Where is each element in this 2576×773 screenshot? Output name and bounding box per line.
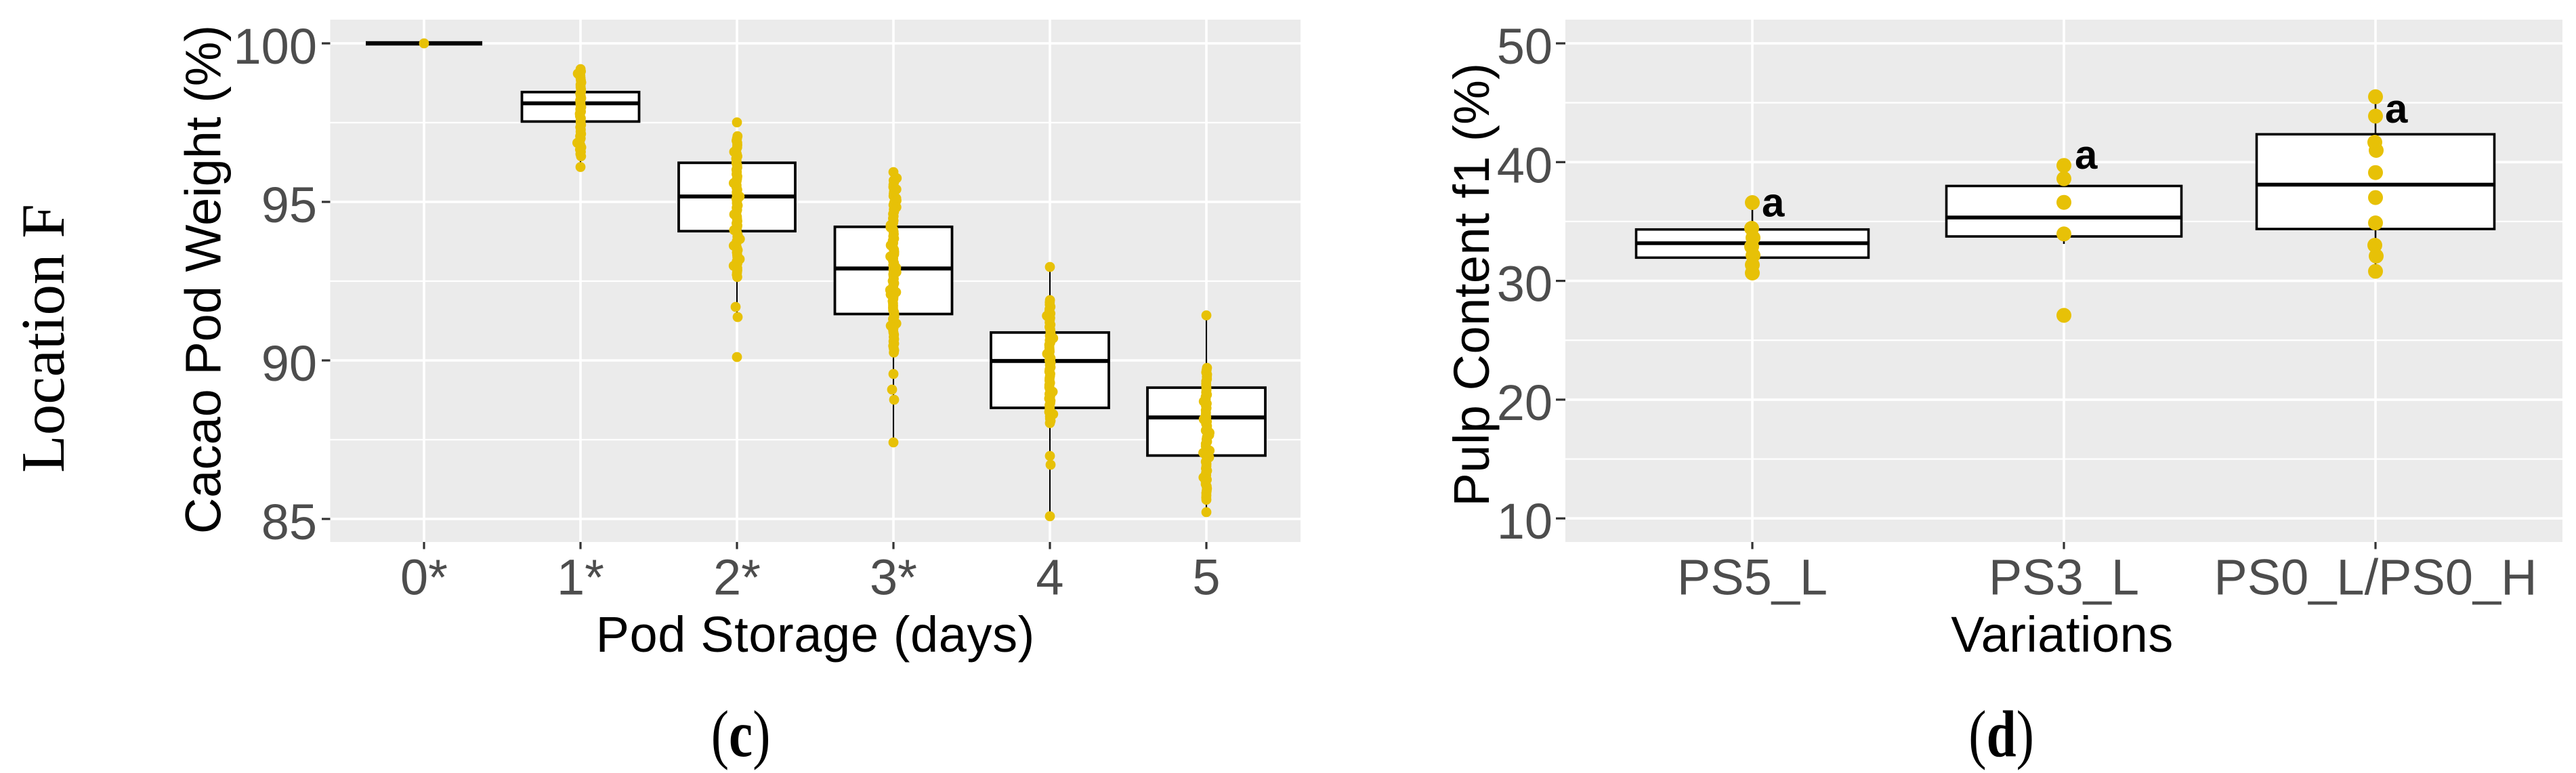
svg-text:Cacao Pod Weight (%): Cacao Pod Weight (%) bbox=[175, 25, 231, 534]
svg-text:85: 85 bbox=[261, 494, 317, 550]
svg-text:90: 90 bbox=[261, 335, 317, 392]
svg-text:Pod Storage (days): Pod Storage (days) bbox=[596, 606, 1035, 663]
svg-text:50: 50 bbox=[1497, 18, 1553, 75]
svg-text:a: a bbox=[1762, 180, 1785, 226]
svg-text:10: 10 bbox=[1497, 493, 1553, 549]
svg-text:95: 95 bbox=[261, 177, 317, 233]
svg-text:(c): (c) bbox=[711, 698, 771, 771]
svg-text:Location F: Location F bbox=[9, 204, 77, 473]
svg-text:40: 40 bbox=[1497, 137, 1553, 193]
svg-text:PS0_L/PS0_H: PS0_L/PS0_H bbox=[2214, 549, 2537, 606]
svg-text:0*: 0* bbox=[400, 549, 448, 606]
svg-text:a: a bbox=[2075, 132, 2098, 177]
svg-text:4: 4 bbox=[1036, 549, 1063, 606]
svg-text:100: 100 bbox=[234, 18, 317, 75]
svg-text:20: 20 bbox=[1497, 375, 1553, 431]
svg-text:30: 30 bbox=[1497, 256, 1553, 312]
svg-text:PS3_L: PS3_L bbox=[1989, 549, 2139, 606]
svg-text:Variations: Variations bbox=[1951, 606, 2174, 663]
svg-text:Pulp Content f1 (%): Pulp Content f1 (%) bbox=[1443, 62, 1500, 506]
svg-text:3*: 3* bbox=[870, 549, 917, 606]
svg-text:1*: 1* bbox=[557, 549, 604, 606]
svg-text:(d): (d) bbox=[1968, 698, 2034, 771]
svg-text:2*: 2* bbox=[713, 549, 761, 606]
svg-text:PS5_L: PS5_L bbox=[1677, 549, 1828, 606]
svg-text:5: 5 bbox=[1192, 549, 1220, 606]
svg-text:a: a bbox=[2385, 86, 2408, 131]
